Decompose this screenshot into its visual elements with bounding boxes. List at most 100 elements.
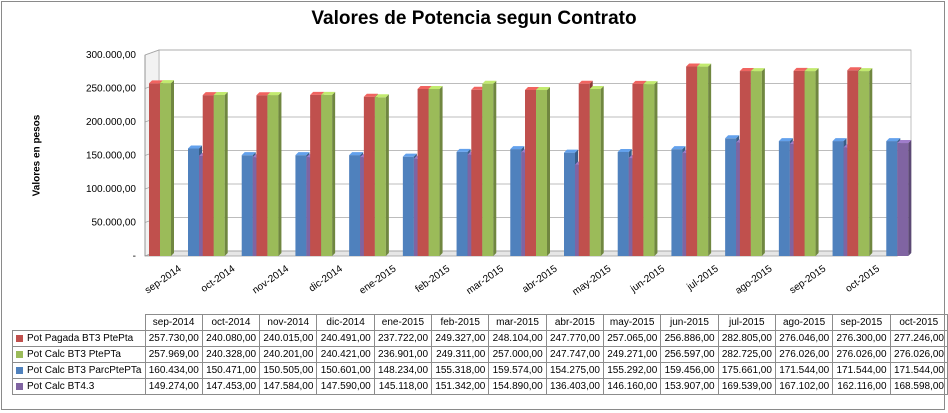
bar-side (332, 91, 336, 256)
table-value-cell: 150.471,00 (201, 362, 261, 379)
table-value-cell: 240.491,00 (316, 330, 375, 347)
table-header-cell: oct-2014 (201, 314, 261, 331)
bar-top (578, 80, 593, 84)
bar-2-abr-2015 (564, 152, 575, 256)
table-value-cell: 171.544,00 (832, 362, 891, 379)
legend-entry: Pot Calc BT4.3 (12, 378, 146, 395)
table-row: Pot Calc BT3 ParcPtePTa 160.434,00 150.471… (12, 362, 948, 379)
table-value-cell: 276.300,00 (832, 330, 891, 347)
bar-side (869, 68, 873, 256)
bar-top (428, 85, 443, 89)
bar-top (886, 138, 901, 142)
bar-top (256, 92, 271, 96)
table-value-cell: 276.026,00 (832, 346, 891, 363)
bar-3-oct-2015 (897, 143, 909, 256)
bar-0-sep-2015 (793, 70, 805, 256)
bar-top (750, 68, 765, 72)
bar-0-jul-2015 (686, 66, 698, 256)
table-value-cell: 247.770,00 (545, 330, 605, 347)
legend-entry: Pot Calc BT3 PtePTa (12, 346, 146, 363)
bar-side (385, 94, 389, 256)
bar-top (363, 93, 378, 97)
bar-top (632, 80, 647, 84)
x-tick-label: jun-2015 (628, 263, 667, 295)
x-tick-label: may-2015 (571, 263, 614, 298)
bar-top (349, 152, 364, 156)
table-value-cell: 162.116,00 (832, 378, 891, 395)
table-value-cell: 276.026,00 (774, 346, 834, 363)
bar-2-feb-2015 (456, 151, 468, 256)
table-value-cell: 159.574,00 (488, 362, 547, 379)
bar-top (160, 80, 174, 84)
table-value-cell: 277.246,00 (889, 330, 948, 347)
table-value-cell: 257.969,00 (144, 346, 203, 363)
table-header-cell: feb-2015 (431, 314, 490, 331)
x-tick-label: feb-2015 (413, 263, 452, 295)
bar-0-oct-2014 (202, 95, 214, 257)
bar-top (510, 146, 525, 150)
bar-top (697, 63, 712, 67)
bar-top (686, 63, 701, 67)
x-tick-label: jul-2015 (684, 263, 721, 293)
table-value-cell: 257.730,00 (144, 330, 203, 347)
y-tick-label: - (133, 251, 136, 262)
bar-1-abr-2015 (536, 90, 547, 256)
bar-top (374, 94, 389, 98)
bar-top (482, 80, 497, 84)
x-tick-label: ago-2015 (734, 263, 775, 297)
bar-top (310, 91, 325, 95)
bar-top (267, 92, 282, 96)
table-value-cell: 236.901,00 (373, 346, 433, 363)
bar-2-jun-2015 (671, 149, 683, 256)
table-value-cell: 155.292,00 (602, 362, 662, 379)
table-header-cell: sep-2015 (832, 314, 891, 331)
bar-side (600, 85, 604, 256)
table-value-cell: 167.102,00 (774, 378, 834, 395)
bar-side (547, 87, 550, 256)
table-header-cell: oct-2015 (889, 314, 948, 331)
table-header-cell: may-2015 (602, 314, 662, 331)
table-value-cell: 171.544,00 (889, 362, 948, 379)
x-tick-label: oct-2015 (844, 263, 883, 295)
table-value-cell: 153.907,00 (660, 378, 719, 395)
x-tick-label: nov-2014 (251, 263, 292, 296)
table-value-cell: 150.601,00 (316, 362, 375, 379)
bar-top (617, 148, 632, 152)
bar-1-nov-2014 (267, 95, 279, 256)
table-value-cell: 155.318,00 (431, 362, 490, 379)
y-tick-label: 50.000,00 (92, 218, 137, 229)
legend-key-swatch (16, 334, 23, 342)
table-value-cell: 149.274,00 (144, 378, 203, 395)
table-value-cell: 276.046,00 (774, 330, 834, 347)
table-header-cell: jun-2015 (660, 314, 719, 331)
table-value-cell: 237.722,00 (373, 330, 433, 347)
bar-top (832, 138, 847, 142)
bar-2-oct-2015 (886, 141, 898, 256)
table-value-cell: 169.539,00 (717, 378, 776, 395)
x-tick-label: ene-2015 (358, 263, 399, 297)
table-value-cell: 257.000,00 (488, 346, 547, 363)
table-value-cell: 154.275,00 (545, 362, 605, 379)
gridline (144, 49, 911, 56)
table-header-cell: mar-2015 (488, 314, 547, 331)
table-value-cell: 148.234,00 (373, 362, 433, 379)
bar-1-jul-2015 (697, 66, 709, 256)
table-value-cell: 171.544,00 (774, 362, 834, 379)
table-value-cell: 240.080,00 (201, 330, 261, 347)
x-tick-label: dic-2014 (307, 263, 345, 294)
table-value-cell: 136.403,00 (545, 378, 605, 395)
table-value-cell: 146.160,00 (602, 378, 662, 395)
table-value-cell: 249.271,00 (602, 346, 662, 363)
table-header-cell: ene-2015 (373, 314, 433, 331)
y-tick-label: 200.000,00 (86, 117, 136, 128)
bar-side (278, 92, 282, 256)
bar-top (564, 149, 578, 153)
bar-top (739, 68, 754, 72)
table-header-cell: abr-2015 (545, 314, 605, 331)
legend-label: Pot Pagada BT3 PtePta (27, 333, 134, 344)
bar-top (804, 68, 819, 72)
bar-2-ene-2015 (402, 156, 414, 256)
bar-2-jul-2015 (725, 138, 737, 256)
bar-top (858, 68, 873, 72)
bar-0-may-2015 (578, 83, 590, 256)
